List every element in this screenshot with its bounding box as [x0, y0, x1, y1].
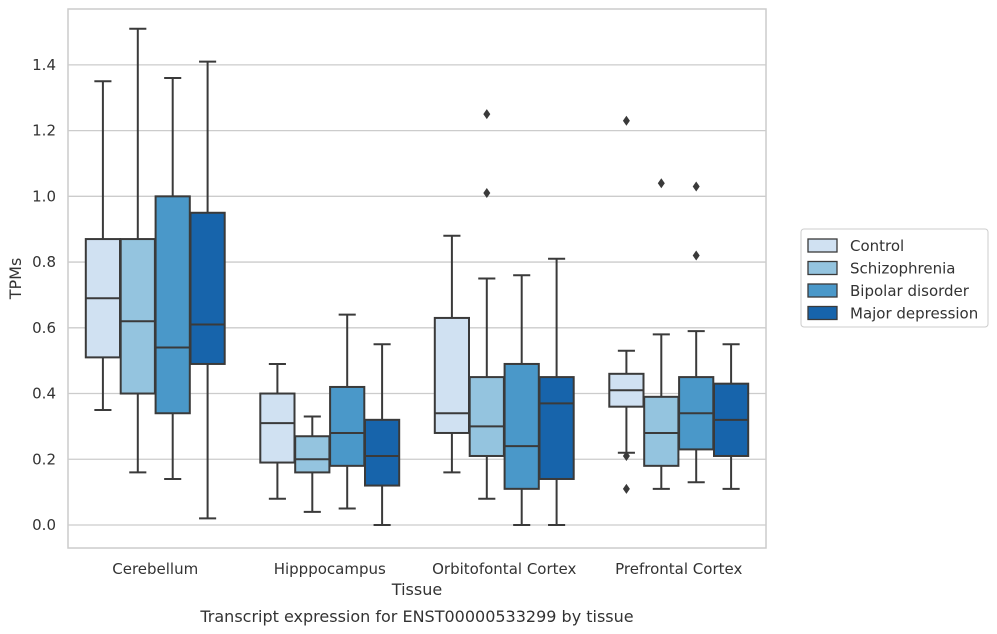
- box-iqr: [329, 385, 366, 467]
- outlier-point: [483, 109, 491, 120]
- outlier-point: [657, 178, 665, 189]
- box-layer: [84, 27, 750, 526]
- x-tick-labels: Cerebellum Hipppocampus Orbitofontal Corte…: [112, 560, 742, 578]
- box-iqr: [189, 211, 226, 365]
- box-plot: [468, 109, 505, 500]
- box-plot: [643, 178, 680, 490]
- legend-swatch: [807, 305, 838, 321]
- box-plot: [363, 343, 401, 526]
- box-plot: [678, 181, 715, 484]
- plot-frame: [67, 8, 767, 549]
- legend-label: Major depression: [850, 305, 978, 323]
- box-plot: [84, 80, 122, 411]
- box-iqr: [503, 362, 540, 490]
- x-tick-label: Cerebellum: [112, 560, 198, 578]
- legend-frame: [800, 228, 989, 328]
- box-plot: [259, 362, 296, 500]
- box-plot: [433, 234, 471, 474]
- y-tick-label: 0.2: [32, 450, 56, 468]
- y-tick-label: 1.2: [32, 122, 56, 140]
- box-iqr: [538, 376, 575, 480]
- y-tick-label: 0.0: [32, 516, 56, 534]
- box-plot: [503, 274, 540, 526]
- legend-swatch: [807, 260, 838, 276]
- legend-label: Control: [850, 237, 904, 255]
- chart-caption: Transcript expression for ENST0000053329…: [199, 607, 633, 626]
- x-tick-label: Hipppocampus: [274, 560, 386, 578]
- box-iqr: [363, 418, 401, 487]
- box-iqr: [468, 376, 505, 457]
- x-tick-label: Orbitofontal Cortex: [432, 560, 576, 578]
- box-iqr: [643, 395, 680, 467]
- outlier-point: [692, 250, 700, 261]
- x-axis-label: Tissue: [391, 580, 442, 599]
- box-iqr: [259, 392, 296, 464]
- legend-swatch: [807, 238, 838, 253]
- box-plot: [119, 27, 156, 474]
- box-plot: [189, 60, 226, 520]
- legend: Control Schizophrenia Bipolar disorder Majo…: [800, 228, 989, 328]
- y-tick-label: 0.6: [32, 319, 56, 337]
- y-tick-labels: 0.0 0.2 0.4 0.6 0.8 1.0 1.2 1.4: [32, 56, 56, 534]
- legend-label: Schizophrenia: [850, 260, 955, 278]
- y-axis-label: TPMs: [6, 258, 25, 301]
- y-tick-label: 1.4: [32, 56, 56, 74]
- box-iqr: [119, 238, 156, 395]
- box-plot: [538, 257, 575, 526]
- y-tick-label: 0.4: [32, 385, 56, 403]
- outlier-point: [622, 483, 630, 494]
- box-plot: [608, 115, 645, 494]
- box-iqr: [294, 435, 331, 474]
- y-tick-label: 1.0: [32, 187, 56, 205]
- outlier-point: [483, 188, 491, 199]
- outlier-point: [622, 450, 630, 461]
- y-tick-label: 0.8: [32, 253, 56, 271]
- box-iqr: [154, 195, 191, 415]
- legend-label: Bipolar disorder: [850, 282, 970, 300]
- box-iqr: [433, 316, 471, 434]
- box-plot: [712, 343, 750, 490]
- outlier-point: [622, 115, 630, 126]
- legend-swatch: [807, 283, 838, 298]
- x-tick-label: Prefrontal Cortex: [615, 560, 742, 578]
- outlier-point: [692, 181, 700, 192]
